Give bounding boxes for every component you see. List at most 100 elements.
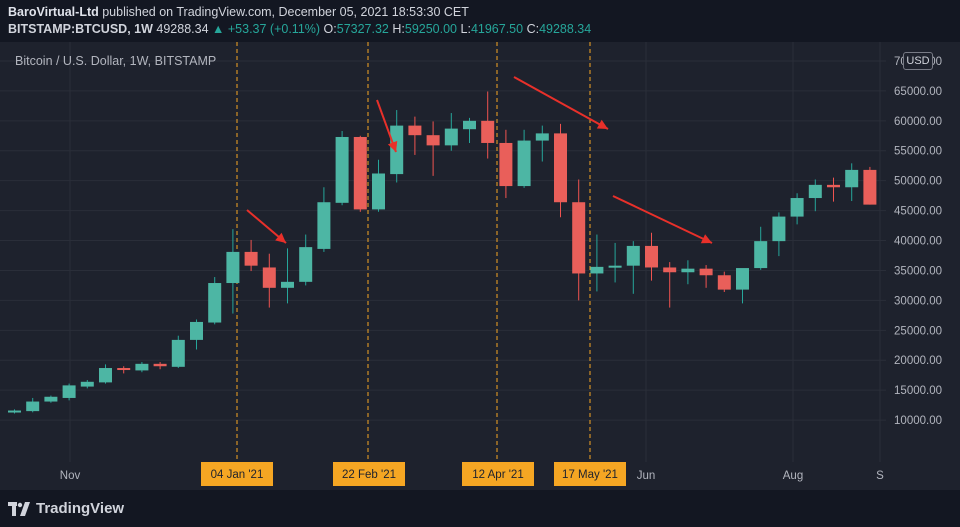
candle-body[interactable] [517, 140, 531, 187]
candle-body[interactable] [208, 283, 222, 323]
candle-body[interactable] [335, 136, 349, 203]
candle-body[interactable] [8, 410, 21, 413]
annotation-arrowhead [700, 234, 712, 244]
candle-body[interactable] [117, 368, 131, 371]
candle-body[interactable] [244, 251, 258, 266]
candle-body[interactable] [135, 363, 149, 371]
close-label: C: [526, 22, 540, 36]
candle-body[interactable] [863, 169, 877, 205]
candle-body[interactable] [663, 267, 677, 273]
tradingview-logo-icon [8, 501, 30, 516]
candle-body[interactable] [281, 281, 294, 288]
date-tag-bg[interactable] [554, 462, 626, 486]
open-value: 57327.32 [336, 22, 389, 36]
candle-body[interactable] [790, 198, 804, 217]
candle-body[interactable] [535, 133, 549, 141]
candle-body[interactable] [772, 216, 786, 242]
tradingview-logo[interactable]: TradingView [8, 500, 124, 517]
annotation-arrowhead [596, 119, 608, 129]
high-label: H: [392, 22, 405, 36]
candle-body[interactable] [426, 135, 440, 146]
candle-body[interactable] [408, 125, 422, 136]
candle-body[interactable] [299, 247, 313, 282]
date-tag-label: 17 May '21 [562, 469, 618, 481]
candle-body[interactable] [736, 268, 749, 290]
candle-body[interactable] [645, 245, 658, 268]
candle-body[interactable] [190, 321, 203, 340]
candle-body[interactable] [444, 128, 458, 146]
chart-title: Bitcoin / U.S. Dollar, 1W, BITSTAMP [15, 54, 217, 68]
y-tick-label: 25000.00 [894, 325, 942, 337]
y-tick-label: 55000.00 [894, 146, 942, 158]
candle-body[interactable] [608, 265, 622, 268]
price-axis-panel[interactable] [886, 42, 960, 492]
candle-body[interactable] [717, 275, 731, 290]
y-tick-label: 35000.00 [894, 265, 942, 277]
last-price: 49288.34 [156, 22, 209, 36]
candle-body[interactable] [226, 251, 240, 284]
y-tick-label: 65000.00 [894, 86, 942, 98]
x-axis-label: S [876, 470, 884, 482]
date-tag-bg[interactable] [462, 462, 534, 486]
y-tick-label: 10000.00 [894, 415, 942, 427]
candle-body[interactable] [390, 125, 404, 175]
candle-body[interactable] [554, 133, 567, 203]
y-tick-label: 20000.00 [894, 355, 942, 367]
candle-body[interactable] [353, 136, 367, 210]
header-bar: BaroVirtual-Ltd published on TradingView… [0, 0, 960, 42]
candle-body[interactable] [699, 268, 713, 276]
date-tag-bg[interactable] [333, 462, 405, 486]
price-change: ▲ +53.37 (+0.11%) [212, 22, 321, 36]
annotation-arrowhead [387, 140, 398, 152]
candle-body[interactable] [626, 245, 640, 266]
publish-info: BaroVirtual-Ltd published on TradingView… [8, 5, 469, 19]
high-value: 59250.00 [404, 22, 458, 36]
candle-body[interactable] [317, 202, 331, 249]
candle-body[interactable] [44, 396, 58, 402]
candle-body[interactable] [80, 381, 94, 387]
date-tag-label: 04 Jan '21 [211, 469, 264, 481]
annotation-arrowhead [275, 232, 286, 243]
currency-badge[interactable]: USD [903, 52, 933, 70]
published-text: published on TradingView.com, December 0… [102, 5, 469, 19]
y-tick-label: 40000.00 [894, 236, 942, 248]
date-tag-label: 12 Apr '21 [472, 469, 523, 481]
publisher-name[interactable]: BaroVirtual-Ltd [8, 5, 99, 19]
y-tick-label: 15000.00 [894, 385, 942, 397]
chart-area[interactable]: 10000.00 15000.00 20000.00 25000.00 30000.00… [0, 42, 960, 492]
candle-body[interactable] [572, 202, 586, 274]
y-tick-label: 45000.00 [894, 206, 942, 218]
candle-body[interactable] [171, 339, 185, 367]
candle-body[interactable] [26, 401, 40, 412]
annotation-arrow-shaft [513, 76, 609, 130]
candle-body[interactable] [262, 267, 276, 288]
candle-body[interactable] [590, 266, 604, 274]
tradingview-logo-text: TradingView [36, 500, 125, 517]
candle-body[interactable] [463, 120, 476, 130]
x-axis-label: Aug [783, 470, 803, 482]
candle-body[interactable] [845, 169, 859, 188]
candle-body[interactable] [681, 268, 695, 273]
candle-body[interactable] [754, 241, 768, 269]
candle-body[interactable] [481, 120, 495, 143]
x-axis-label: Jun [637, 470, 656, 482]
candle-body[interactable] [99, 368, 112, 383]
y-tick-label: 60000.00 [894, 116, 942, 128]
low-value: 41967.50 [470, 22, 524, 36]
date-tag-bg[interactable] [201, 462, 273, 486]
candle-body[interactable] [808, 184, 822, 199]
symbol-label: BITSTAMP:BTCUSD, 1W [8, 22, 153, 36]
y-tick-label: 30000.00 [894, 295, 942, 307]
candle-body[interactable] [62, 385, 76, 398]
candle-body[interactable] [153, 363, 167, 367]
candle-body[interactable] [499, 142, 513, 187]
open-label: O: [323, 22, 337, 36]
date-tag-label: 22 Feb '21 [342, 469, 396, 481]
candle-body[interactable] [372, 173, 385, 210]
candlestick-chart[interactable]: 10000.00 15000.00 20000.00 25000.00 30000.00… [0, 42, 960, 492]
low-label: L: [460, 22, 471, 36]
candle-body[interactable] [827, 184, 840, 188]
y-tick-label: 50000.00 [894, 176, 942, 188]
x-axis-label: Nov [60, 470, 81, 482]
close-value: 49288.34 [539, 22, 592, 36]
